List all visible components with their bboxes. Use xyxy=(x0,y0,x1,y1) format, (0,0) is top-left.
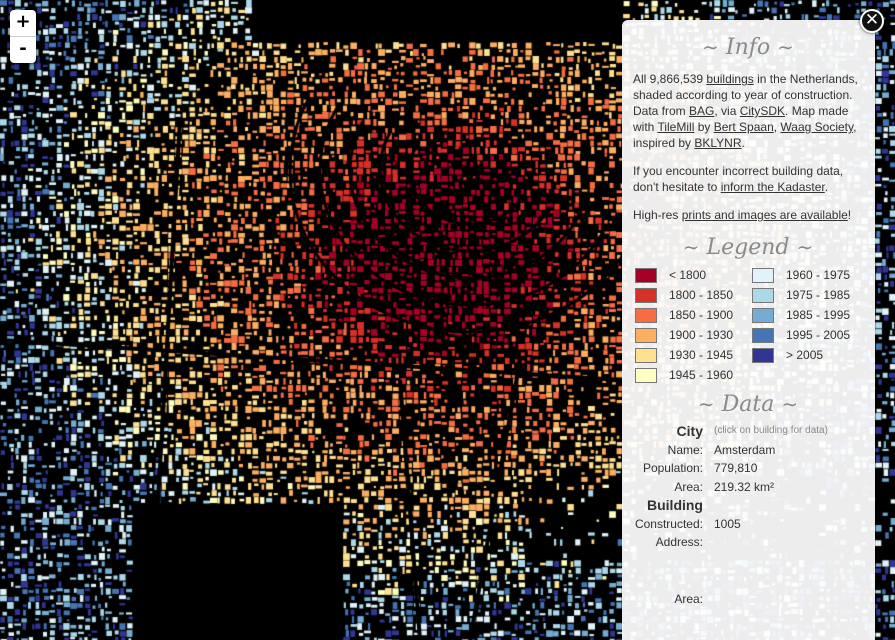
legend-label: 1930 - 1945 xyxy=(669,348,734,362)
legend-column-right: 1960 - 1975 1975 - 1985 1985 - 1995 1995 - … xyxy=(752,265,850,365)
legend-item: 1930 - 1945 xyxy=(635,345,733,365)
legend-label: 1900 - 1930 xyxy=(669,328,734,342)
info-text: . xyxy=(741,136,745,150)
bert-spaan-link[interactable]: Bert Spaan xyxy=(713,120,774,134)
building-header: Building xyxy=(647,497,703,514)
info-panel: ∼ Info ∼ All 9,866,539 buildings in the … xyxy=(622,20,875,640)
info-text: High-res xyxy=(633,208,682,222)
info-text: , inspired by xyxy=(633,120,857,150)
population-label: Population: xyxy=(642,461,703,476)
data-table: City (click on building for data) Name: Am… xyxy=(633,422,863,608)
legend-swatch xyxy=(635,287,657,303)
legend-swatch xyxy=(752,347,774,363)
legend-label: 1960 - 1975 xyxy=(786,268,851,282)
legend-item: 1985 - 1995 xyxy=(752,305,850,325)
legend-column-left: < 1800 1800 - 1850 1850 - 1900 1900 - 1930 1… xyxy=(635,265,733,385)
legend-label: 1945 - 1960 xyxy=(669,368,734,382)
legend-label: 1985 - 1995 xyxy=(786,308,851,322)
swash-right-icon: ∼ xyxy=(781,392,799,416)
legend-label: 1800 - 1850 xyxy=(669,288,734,302)
legend-heading: ∼ Legend ∼ xyxy=(633,229,863,265)
info-prints: High-res prints and images are available… xyxy=(633,207,863,223)
legend-swatch xyxy=(635,267,657,283)
data-heading: ∼ Data ∼ xyxy=(633,386,863,422)
info-text: All 9,866,539 xyxy=(633,72,707,86)
legend-swatch xyxy=(635,367,657,383)
info-incorrect-data: If you encounter incorrect building data… xyxy=(633,163,863,195)
swash-right-icon: ∼ xyxy=(796,235,814,259)
swash-right-icon: ∼ xyxy=(777,35,794,59)
zoom-out-button[interactable]: - xyxy=(10,36,36,63)
bklynr-link[interactable]: BKLYNR xyxy=(694,136,742,150)
area-value: 219.32 km² xyxy=(714,479,775,494)
info-text: , via xyxy=(714,104,740,118)
info-heading-text: Info xyxy=(725,35,771,60)
info-text: , xyxy=(773,120,781,134)
legend-label: < 1800 xyxy=(669,268,707,282)
address-label: Address: xyxy=(655,535,703,550)
constructed-value: 1005 xyxy=(714,516,741,531)
legend-swatch xyxy=(752,327,774,343)
bag-link[interactable]: BAG xyxy=(689,104,715,118)
buildings-link[interactable]: buildings xyxy=(706,72,754,86)
tilemill-link[interactable]: TileMill xyxy=(657,120,695,134)
swash-left-icon: ∼ xyxy=(682,235,700,259)
legend-item: < 1800 xyxy=(635,265,733,285)
legend-item: 1850 - 1900 xyxy=(635,305,733,325)
legend-heading-text: Legend xyxy=(706,235,790,260)
building-area-label: Area: xyxy=(674,591,703,606)
legend-swatch xyxy=(752,267,774,283)
legend-label: 1975 - 1985 xyxy=(786,288,851,302)
close-panel-button[interactable]: ✕ xyxy=(860,9,884,33)
prints-link[interactable]: prints and images are available xyxy=(681,208,848,222)
info-text: ! xyxy=(847,208,852,222)
data-heading-text: Data xyxy=(721,392,775,417)
info-text: . Map made with xyxy=(633,104,849,134)
inform-kadaster-link[interactable]: inform the Kadaster xyxy=(720,180,825,194)
legend-swatch xyxy=(635,307,657,323)
city-header: City xyxy=(676,423,703,440)
name-value: Amsterdam xyxy=(714,442,776,457)
name-label: Name: xyxy=(667,442,703,457)
population-value: 779,810 xyxy=(714,461,758,476)
info-text: . xyxy=(824,180,829,194)
info-text: by xyxy=(694,120,714,134)
legend-swatch xyxy=(752,287,774,303)
legend: < 1800 1800 - 1850 1850 - 1900 1900 - 1930 1… xyxy=(633,265,863,387)
constructed-label: Constructed: xyxy=(634,516,703,531)
info-text: If you encounter incorrect building data… xyxy=(633,164,844,194)
legend-label: 1995 - 2005 xyxy=(786,328,851,342)
legend-item: 1945 - 1960 xyxy=(635,365,733,385)
legend-item: 1960 - 1975 xyxy=(752,265,850,285)
citysdk-link[interactable]: CitySDK xyxy=(739,104,786,118)
info-description: All 9,866,539 buildings in the Netherlan… xyxy=(633,71,863,151)
legend-item: 1800 - 1850 xyxy=(635,285,733,305)
zoom-control: + - xyxy=(10,10,36,63)
address-spacer xyxy=(633,552,863,590)
area-label: Area: xyxy=(674,479,703,494)
legend-swatch xyxy=(635,327,657,343)
legend-label: 1850 - 1900 xyxy=(669,308,734,322)
swash-left-icon: ∼ xyxy=(697,392,715,416)
legend-label: > 2005 xyxy=(786,348,824,362)
swash-left-icon: ∼ xyxy=(702,35,719,59)
waag-society-link[interactable]: Waag Society xyxy=(780,120,854,134)
info-text: in the Netherlands, shaded according to … xyxy=(633,72,858,118)
legend-swatch xyxy=(752,307,774,323)
zoom-in-button[interactable]: + xyxy=(15,11,31,32)
legend-swatch xyxy=(635,347,657,363)
legend-item: > 2005 xyxy=(752,345,850,365)
legend-item: 1975 - 1985 xyxy=(752,285,850,305)
info-heading: ∼ Info ∼ xyxy=(633,29,863,65)
legend-item: 1995 - 2005 xyxy=(752,325,850,345)
legend-item: 1900 - 1930 xyxy=(635,325,733,345)
city-hint: (click on building for data) xyxy=(714,425,828,437)
